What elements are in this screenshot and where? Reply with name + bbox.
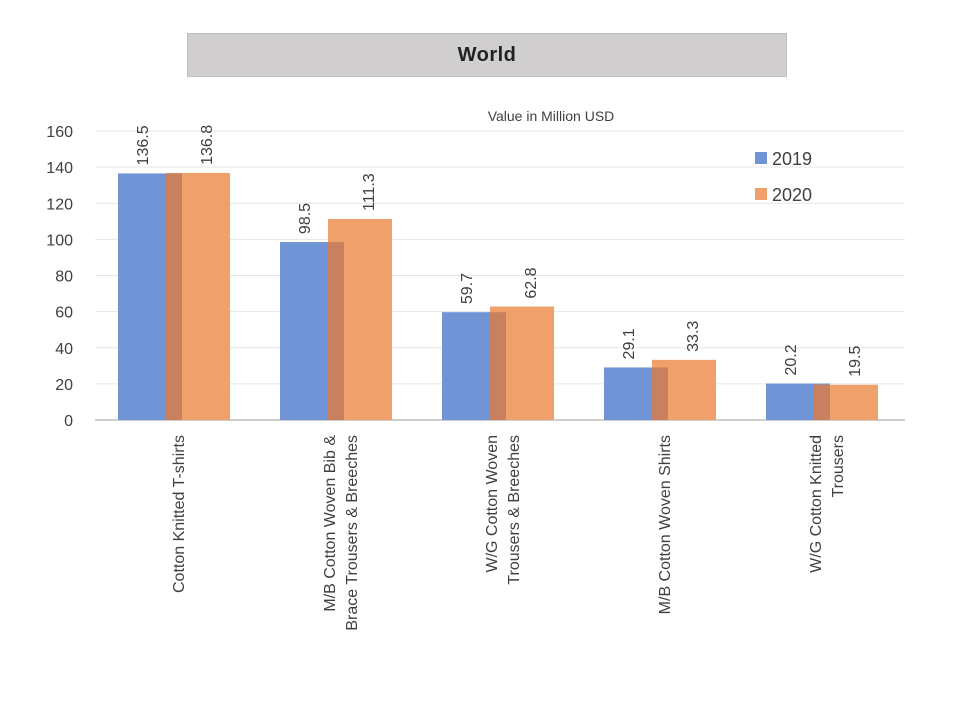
- legend-label: 2020: [772, 185, 812, 205]
- legend-label: 2019: [772, 149, 812, 169]
- data-label: 19.5: [847, 346, 864, 377]
- data-label: 20.2: [783, 344, 800, 375]
- y-tick-label: 0: [64, 413, 73, 430]
- legend-swatch-2019: [755, 152, 767, 164]
- bar-overlap: [166, 173, 182, 420]
- x-tick-label: Brace Trousers & Breeches: [344, 435, 361, 631]
- chart-subtitle: Value in Million USD: [488, 108, 615, 124]
- y-tick-label: 140: [46, 160, 73, 177]
- y-tick-label: 80: [55, 269, 73, 286]
- y-tick-label: 60: [55, 305, 73, 322]
- bar-overlap: [814, 384, 830, 420]
- y-tick-label: 100: [46, 232, 73, 249]
- x-tick-label: Trousers: [830, 435, 847, 498]
- data-label: 33.3: [685, 321, 702, 352]
- y-tick-label: 120: [46, 196, 73, 213]
- y-tick-label: 20: [55, 377, 73, 394]
- chart-title: World: [187, 33, 787, 77]
- x-tick-label: M/B Cotton Woven Bib &: [322, 435, 339, 612]
- data-label: 136.5: [135, 125, 152, 165]
- data-label: 111.3: [361, 173, 378, 211]
- x-tick-label: Cotton Knitted T-shirts: [171, 435, 188, 593]
- bar-overlap: [652, 367, 668, 420]
- x-tick-label: W/G Cotton Woven: [484, 435, 501, 573]
- x-tick-label: W/G Cotton Knitted: [808, 435, 825, 573]
- x-tick-label: Trousers & Breeches: [506, 435, 523, 585]
- x-tick-label: M/B Cotton Woven Shirts: [657, 435, 674, 614]
- data-label: 62.8: [523, 267, 540, 298]
- y-tick-label: 160: [46, 124, 73, 141]
- data-label: 98.5: [297, 203, 314, 234]
- data-label: 59.7: [459, 273, 476, 304]
- data-label: 29.1: [621, 328, 638, 359]
- y-tick-label: 40: [55, 341, 73, 358]
- data-label: 136.8: [199, 125, 216, 165]
- bar-overlap: [490, 312, 506, 420]
- legend-swatch-2020: [755, 188, 767, 200]
- bar-overlap: [328, 242, 344, 420]
